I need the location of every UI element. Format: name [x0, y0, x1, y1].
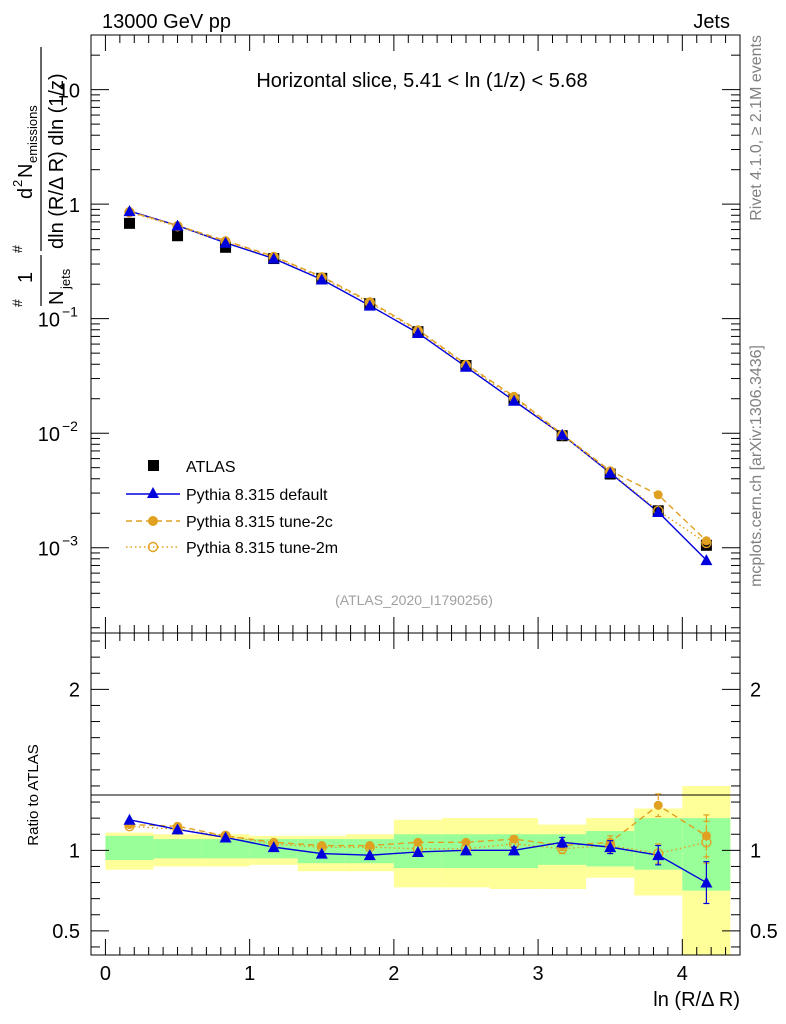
y-tick-exponent-4: −3 [62, 533, 78, 549]
ratio-frame [90, 632, 741, 956]
main-series-markers [123, 205, 713, 566]
ratio-series-markers [123, 793, 713, 905]
series-line-1 [129, 210, 707, 561]
ratio-y-label: Ratio to ATLAS [25, 744, 42, 845]
ratio-y-tick-label-right-2: 0.5 [750, 921, 778, 943]
ratio-point-default [219, 831, 232, 843]
ratio-bands [105, 785, 731, 955]
ylabel-hash-1: # [9, 299, 25, 307]
main-title: Horizontal slice, 5.41 < ln (1/z) < 5.68 [256, 70, 587, 92]
ratio-point-default [700, 876, 713, 888]
band-green [105, 835, 154, 861]
main-x-ticks [104, 35, 741, 633]
legend-marker-default [147, 487, 159, 498]
header-right: Jets [693, 11, 730, 33]
default-point [700, 554, 713, 566]
ratio-point-default [363, 849, 376, 861]
ratio-point-default [123, 813, 136, 825]
ratio-point-default [652, 849, 665, 861]
x-tick-label-2: 2 [388, 963, 399, 985]
ratio-y-tick-label-left-2: 0.5 [52, 921, 80, 943]
legend-label-default: Pythia 8.315 default [186, 487, 328, 504]
analysis-tag: (ATLAS_2020_I1790256) [335, 592, 493, 608]
default-point [508, 394, 521, 406]
x-tick-label-3: 3 [533, 963, 544, 985]
default-point [315, 273, 328, 285]
y-tick-exponent-2: −1 [62, 304, 78, 320]
x-tick-label-0: 0 [100, 963, 111, 985]
ylabel-frac1-den: N [46, 291, 68, 305]
y-tick-exponent-3: −2 [62, 418, 78, 434]
ratio-y-tick-label-right-0: 2 [750, 679, 761, 701]
rivet-note: Rivet 4.1.0, ≥ 2.1M events [748, 35, 765, 221]
ylabel-frac2-sup: 2 [10, 180, 25, 187]
ylabel-frac2-sub: emissions [25, 105, 40, 163]
ratio-point-default [556, 836, 569, 848]
default-point [363, 299, 376, 311]
band-green [153, 839, 202, 859]
ylabel-frac2-num: d [15, 188, 37, 199]
default-point [604, 466, 617, 478]
default-point [459, 360, 472, 372]
ratio-point-default [411, 845, 424, 857]
x-tick-label-1: 1 [244, 963, 255, 985]
default-point [123, 205, 136, 217]
default-point [556, 428, 569, 440]
y-tick-label-2: 10 [38, 310, 60, 332]
ratio-point-tune2m [701, 837, 712, 848]
ratio-point-default [315, 847, 328, 859]
default-point [411, 326, 424, 338]
ylabel-frac1-num: 1 [15, 272, 37, 283]
legend-label-tune2c: Pythia 8.315 tune-2c [186, 514, 333, 531]
legend: ATLAS Pythia 8.315 default Pythia 8.315 … [126, 459, 338, 557]
ratio-point-default [267, 841, 280, 853]
default-point [267, 252, 280, 264]
legend-marker-atlas [148, 460, 159, 471]
y-tick-label-0: 10 [58, 81, 80, 103]
legend-marker-tune2c [148, 516, 158, 526]
legend-label-tune2m: Pythia 8.315 tune-2m [186, 540, 338, 557]
ratio-point-default [508, 844, 521, 856]
x-axis-label: ln (R/Δ R) [653, 989, 740, 1011]
x-tick-label-4: 4 [677, 963, 688, 985]
ylabel-frac1-den-sub: jets [58, 268, 73, 290]
atlas-point [172, 230, 184, 242]
y-tick-label-3: 10 [38, 424, 60, 446]
main-y-label: # 1 N jets # d 2 N emissions dln (R/Δ R)… [9, 47, 73, 307]
header-left: 13000 GeV pp [102, 11, 231, 33]
ratio-y-ticks: 2 1 0.5 2 1 0.5 [52, 640, 778, 948]
tune2m-point [701, 537, 712, 549]
y-tick-label-4: 10 [38, 539, 60, 561]
main-series-lines [129, 210, 707, 561]
ratio-y-tick-label-right-1: 1 [750, 840, 761, 862]
ratio-y-tick-label-left-0: 2 [69, 679, 80, 701]
ratio-point-default [604, 841, 617, 853]
mcplots-note: mcplots.cern.ch [arXiv:1306.3436] [748, 345, 765, 587]
ratio-point-default [459, 844, 472, 856]
y-tick-label-1: 1 [69, 195, 80, 217]
atlas-point [700, 539, 712, 551]
ylabel-frac2-main: N [15, 164, 37, 178]
ratio-point-default [171, 823, 184, 835]
band-green [201, 839, 250, 859]
ratio-x-ticks: 0 1 2 3 4 [100, 633, 741, 985]
ratio-y-tick-label-left-1: 1 [69, 840, 80, 862]
ratio-panel: 2 1 0.5 2 1 0.5 0 1 2 3 4 Ratio to ATLAS ln (R/Δ … [25, 632, 778, 1011]
legend-label-atlas: ATLAS [186, 459, 236, 476]
ratio-point-tune2c [653, 800, 663, 810]
default-point [652, 506, 665, 518]
atlas-point [124, 217, 136, 229]
ylabel-frac2-den: dln (R/Δ R) dln (1/z) [46, 73, 68, 249]
legend-marker-tune2m [147, 541, 159, 553]
ylabel-hash-2: # [9, 245, 25, 253]
tune2c-point [653, 490, 663, 500]
default-point [219, 236, 232, 248]
default-point [171, 219, 184, 231]
